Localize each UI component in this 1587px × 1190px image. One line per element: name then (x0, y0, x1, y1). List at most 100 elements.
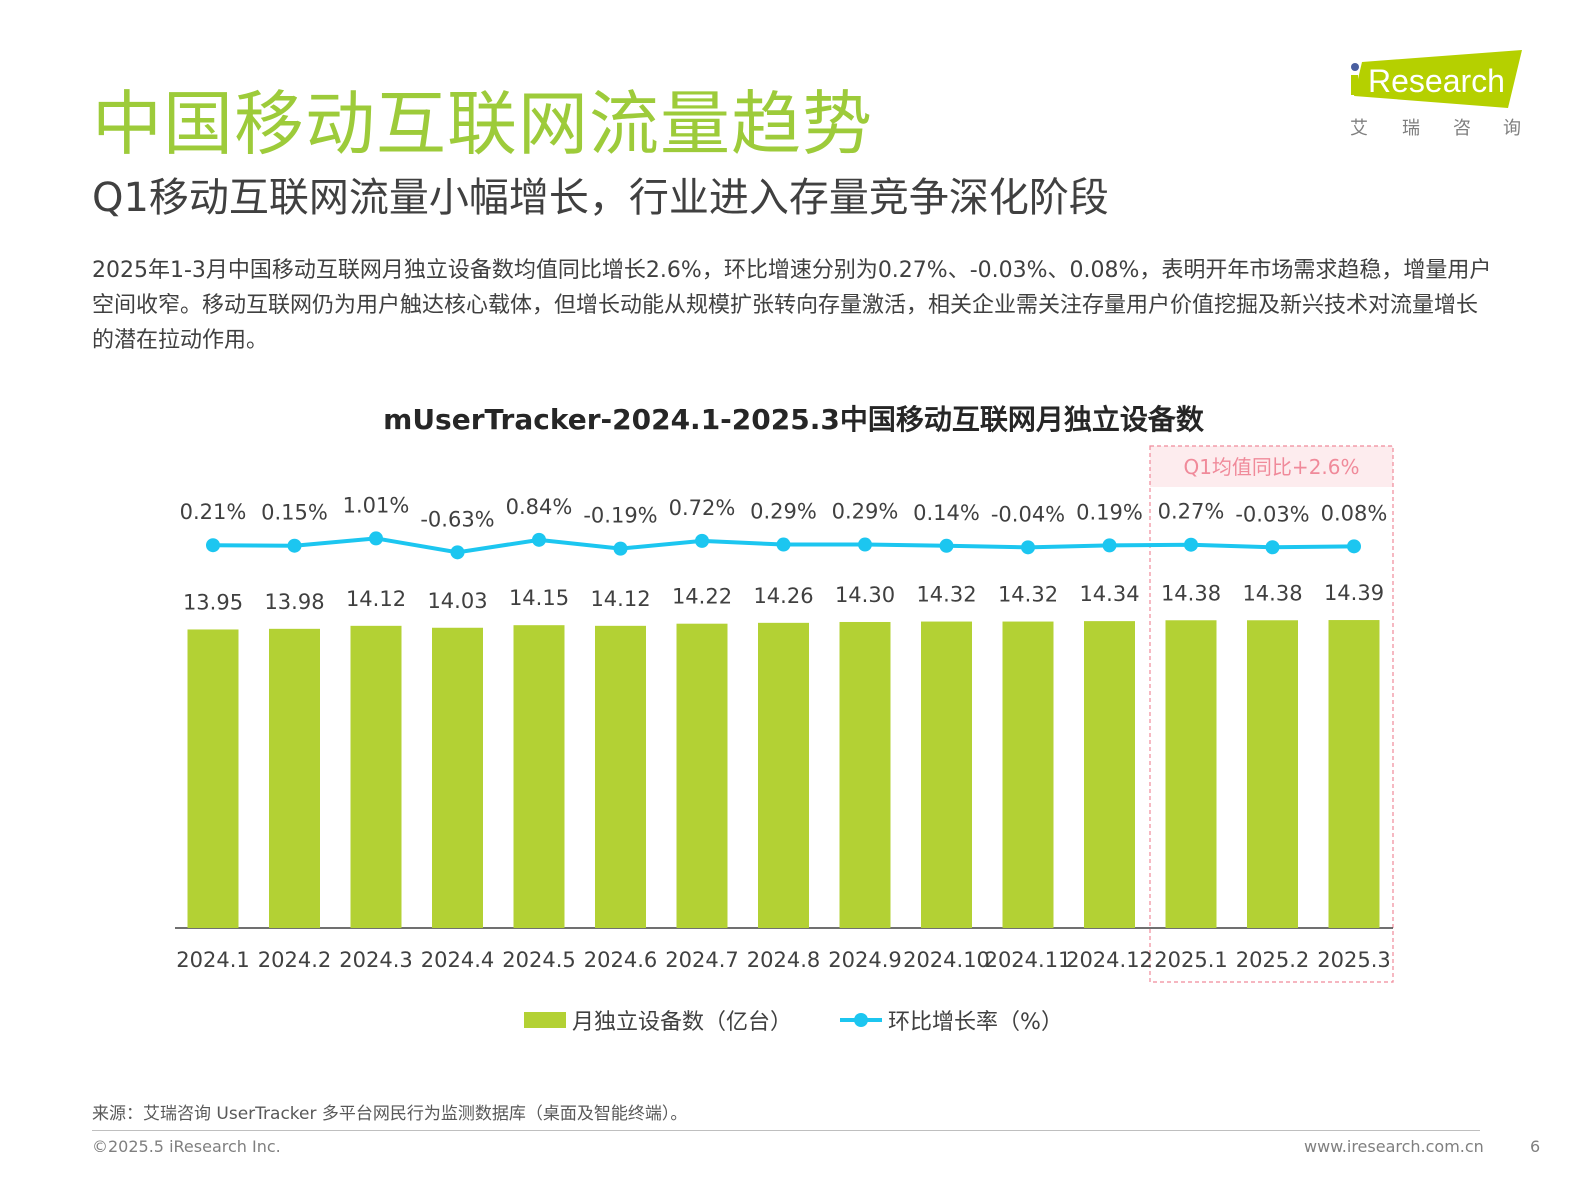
logo-char: 咨 (1453, 118, 1471, 139)
iresearch-logo: Research 艾 瑞 咨 询 (1340, 48, 1530, 148)
bar-value-label: 14.26 (753, 584, 813, 608)
svg-text:Research: Research (1368, 63, 1505, 99)
bar (269, 628, 320, 928)
x-tick-label: 2024.4 (421, 948, 494, 972)
bar-value-label: 14.32 (998, 583, 1058, 607)
bar (1328, 620, 1380, 928)
line-point (1021, 540, 1035, 555)
bar (676, 623, 728, 928)
bar-value-label: 14.39 (1324, 581, 1384, 605)
x-tick-label: 2024.9 (828, 948, 901, 972)
bar (432, 627, 483, 928)
line-point (695, 533, 709, 548)
bar (595, 625, 646, 928)
legend-swatch-line (840, 1012, 883, 1028)
legend-label: 环比增长率（%） (888, 1010, 1063, 1035)
summary-text: 2025年1-3月中国移动互联网月独立设备数均值同比增长2.6%，环比增速分别为… (92, 258, 1492, 353)
line-point (206, 538, 220, 553)
bar-value-label: 14.30 (835, 583, 895, 607)
copyright: ©2025.5 iResearch Inc. (92, 1137, 281, 1156)
line-value-label: 0.21% (180, 500, 247, 524)
x-tick-label: 2025.1 (1154, 948, 1227, 972)
logo-char: 瑞 (1402, 118, 1420, 139)
line-value-label: 1.01% (343, 493, 410, 517)
line-point (287, 538, 302, 553)
footer-divider (92, 1130, 1480, 1131)
bar-value-label: 14.15 (509, 586, 569, 610)
x-tick-label: 2024.11 (985, 948, 1072, 972)
line-value-label: 0.29% (832, 500, 899, 524)
bar-value-label: 14.12 (590, 587, 650, 611)
x-tick-label: 2024.3 (339, 948, 412, 972)
line-value-label: 0.14% (913, 501, 980, 525)
legend-item-line: 环比增长率（%） (840, 1004, 1063, 1036)
x-tick-label: 2025.2 (1236, 948, 1309, 972)
bar (187, 629, 239, 928)
logo-char: 询 (1503, 118, 1521, 139)
bar-value-label: 13.95 (183, 590, 243, 614)
bar-value-label: 14.38 (1242, 581, 1302, 605)
line-value-label: 0.84% (506, 495, 573, 519)
x-tick-label: 2024.7 (665, 948, 738, 972)
x-tick-label: 2024.6 (584, 948, 657, 972)
highlight-label: Q1均值同比+2.6% (1183, 455, 1359, 479)
legend-label: 月独立设备数（亿台） (572, 1010, 793, 1035)
line-point (1102, 538, 1117, 553)
legend-swatch-bar (524, 1012, 567, 1028)
x-tick-label: 2024.2 (258, 948, 331, 972)
line-value-label: -0.63% (420, 507, 494, 531)
line-point (1265, 540, 1280, 555)
x-tick-label: 2024.5 (502, 948, 575, 972)
line-point (450, 545, 465, 560)
line-value-label: 0.19% (1076, 500, 1143, 524)
bar (758, 622, 809, 928)
line-value-label: -0.04% (991, 502, 1065, 526)
line-point (858, 537, 872, 552)
line-point (369, 531, 383, 546)
x-tick-label: 2024.1 (176, 948, 249, 972)
bar (513, 625, 565, 928)
bar (839, 621, 891, 928)
highlight-box (1149, 445, 1394, 983)
legend-item-bar: 月独立设备数（亿台） (524, 1004, 792, 1036)
x-tick-label: 2024.10 (903, 948, 990, 972)
line-value-label: 0.72% (669, 496, 736, 520)
bar (1165, 620, 1217, 928)
line-point (532, 532, 546, 547)
x-tick-label: 2024.8 (747, 948, 820, 972)
line-point (776, 537, 791, 552)
line-point (1347, 539, 1361, 554)
bar-value-label: 13.98 (264, 590, 324, 614)
website-link[interactable]: www.iresearch.com.cn (1304, 1137, 1484, 1156)
chart: Q1均值同比+2.6% 13.95 2024.1 13.98 2024.2 14.12 20… (175, 445, 1394, 983)
logo-char: 艾 (1350, 118, 1368, 139)
line-value-label: 0.15% (261, 501, 328, 525)
bar (921, 621, 972, 928)
highlight-label-bg (1150, 446, 1393, 487)
line-value-label: 0.08% (1321, 501, 1388, 525)
bar-value-label: 14.12 (346, 587, 406, 611)
bar-value-label: 14.03 (427, 589, 487, 613)
line-point (939, 538, 954, 553)
page-subtitle: Q1移动互联网流量小幅增长，行业进入存量竞争深化阶段 (92, 175, 1109, 221)
bar (1247, 620, 1298, 928)
bar-value-label: 14.38 (1161, 581, 1221, 605)
bar (350, 625, 402, 928)
x-tick-label: 2025.3 (1317, 948, 1390, 972)
bar-value-label: 14.32 (916, 583, 976, 607)
line-value-label: 0.27% (1158, 500, 1225, 524)
chart-title: mUserTracker-2024.1-2025.3中国移动互联网月独立设备数 (383, 403, 1204, 436)
page-title: 中国移动互联网流量趋势 (92, 83, 873, 165)
line-point (1184, 537, 1198, 552)
x-tick-label: 2024.12 (1066, 948, 1153, 972)
line-value-label: -0.19% (583, 504, 657, 528)
bar-value-label: 14.34 (1079, 582, 1139, 606)
line-point (613, 541, 628, 556)
bar (1084, 621, 1135, 928)
bar-value-label: 14.22 (672, 585, 732, 609)
source-note: 来源：艾瑞咨询 UserTracker 多平台网民行为监测数据库（桌面及智能终端… (92, 1104, 688, 1124)
line-value-label: -0.03% (1235, 502, 1309, 526)
legend: 月独立设备数（亿台） 环比增长率（%） (0, 1004, 1587, 1036)
line-value-label: 0.29% (750, 500, 817, 524)
page-number: 6 (1530, 1137, 1541, 1156)
